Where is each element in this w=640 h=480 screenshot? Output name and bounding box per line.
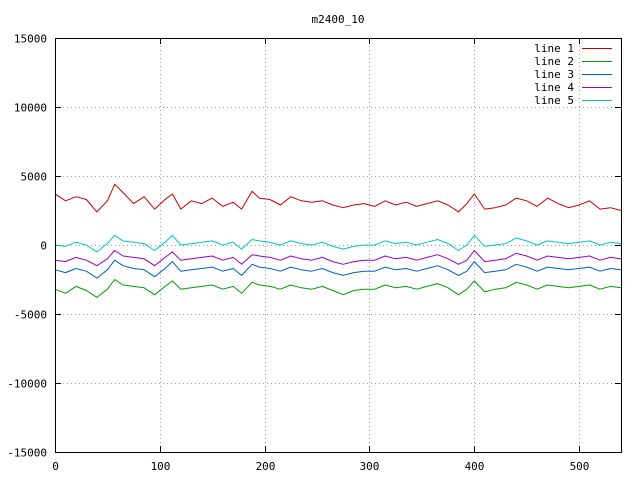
series-line-2 [54,279,622,298]
y-tick-label: 15000 [14,33,47,46]
y-tick-label: 0 [40,240,47,253]
series-line-5 [54,234,622,253]
y-tick-label: 10000 [14,102,47,115]
x-tick-label: 500 [570,460,590,473]
legend-label: line 4 [534,81,574,94]
x-tick-label: 200 [256,460,276,473]
plot-frame [55,38,622,453]
x-tick-label: 400 [465,460,485,473]
x-tick-label: 300 [360,460,380,473]
x-tick-label: 0 [52,460,59,473]
series-lines [54,183,622,298]
series-line-3 [54,259,622,279]
grid-lines [55,38,621,452]
axis-ticks: -15000 -10000 -5000 0 5000 10000 15000 0 100 200 3… [7,33,621,473]
x-tick-label: 100 [151,460,171,473]
legend-label: line 2 [534,55,574,68]
series-line-4 [54,250,622,267]
legend-label: line 3 [534,68,574,81]
y-tick-label: 5000 [21,171,48,184]
legend-label: line 1 [534,42,574,55]
y-tick-label: -15000 [7,447,47,460]
series-line-1 [54,183,622,213]
legend-label: line 5 [534,94,574,107]
y-tick-label: -10000 [7,378,47,391]
chart-title: m2400_10 [312,13,365,26]
y-tick-label: -5000 [14,309,47,322]
